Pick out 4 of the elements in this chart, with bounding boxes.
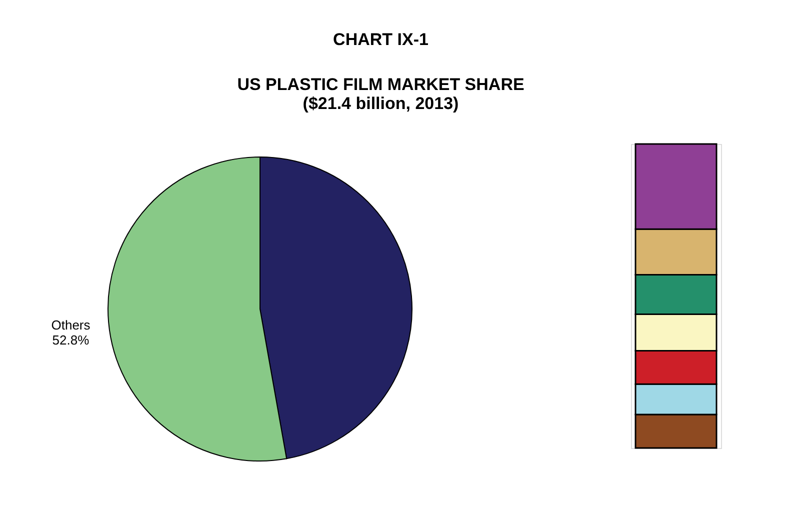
- chart-title: CHART IX-1: [333, 30, 428, 49]
- chart-subtitle: US PLASTIC FILM MARKET SHARE ($21.4 billion, 2013): [237, 74, 524, 113]
- data-label: 52.8%: [52, 332, 90, 348]
- slice-label: Others: [51, 318, 91, 333]
